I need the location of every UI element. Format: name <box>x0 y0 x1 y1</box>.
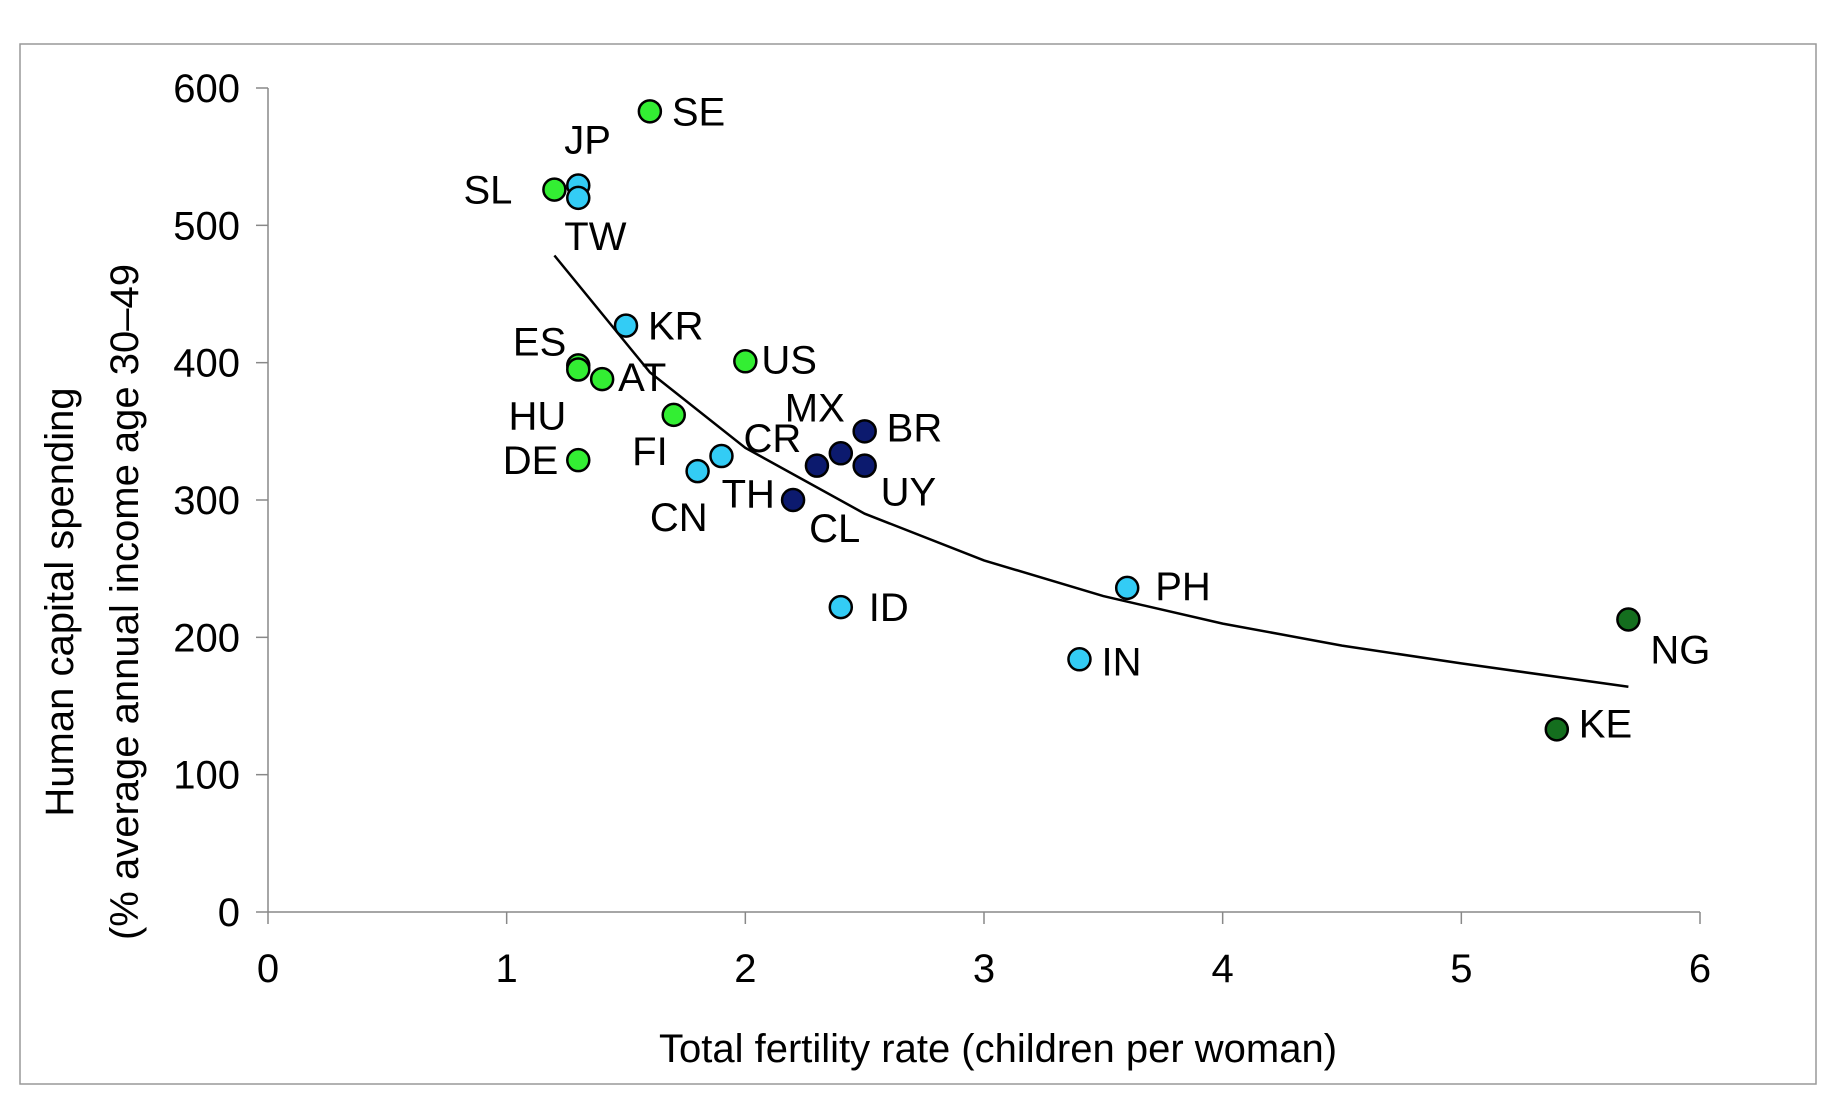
y-axis-title-line1: Human capital spending <box>38 387 82 816</box>
trendline-layer <box>553 254 1629 689</box>
data-point-hu <box>566 357 591 382</box>
x-tick-label: 3 <box>973 947 995 991</box>
point-label-th: TH <box>722 473 775 517</box>
point-label-es: ES <box>513 320 566 364</box>
y-tick-label: 300 <box>173 479 240 523</box>
axes: 0 1 2 3 4 5 6 0 100 200 300 400 500 600 <box>173 67 1711 991</box>
y-axis-title-line2: (% average annual income age 30–49 <box>103 264 147 940</box>
x-axis-title: Total fertility rate (children per woman… <box>659 1027 1337 1071</box>
point-label-ng: NG <box>1650 628 1710 672</box>
point-label-id: ID <box>869 586 909 630</box>
point-label-jp: JP <box>564 119 611 163</box>
data-point-ph <box>1114 575 1140 601</box>
trendline <box>553 254 1629 689</box>
point-label-cl: CL <box>809 507 860 551</box>
x-tick-label: 6 <box>1689 947 1711 991</box>
data-point-uy <box>852 453 877 478</box>
point-label-tw: TW <box>564 215 626 259</box>
point-label-us: US <box>761 338 817 382</box>
point-label-br: BR <box>887 406 943 450</box>
data-points <box>542 99 1641 742</box>
point-label-ph: PH <box>1155 565 1211 609</box>
point-label-se: SE <box>672 90 725 134</box>
data-point-cn <box>685 458 710 484</box>
y-tick-label: 200 <box>173 616 240 660</box>
point-label-fi: FI <box>632 430 668 474</box>
data-point-cl <box>780 487 806 513</box>
point-label-hu: HU <box>508 395 566 439</box>
data-point-ng <box>1616 607 1641 632</box>
data-point-at <box>589 366 615 392</box>
point-label-uy: UY <box>881 471 937 515</box>
data-point-mx <box>828 441 854 466</box>
x-tick-label: 0 <box>257 947 279 991</box>
x-tick-label: 2 <box>734 947 756 991</box>
point-label-kr: KR <box>648 305 704 349</box>
data-point-sl <box>542 177 567 202</box>
data-point-ke <box>1544 717 1570 742</box>
data-point-id <box>828 594 854 620</box>
y-tick-label: 0 <box>218 891 240 935</box>
x-tick-label: 5 <box>1450 947 1472 991</box>
data-point-fi <box>661 402 686 428</box>
point-label-ke: KE <box>1579 702 1632 746</box>
point-label-sl: SL <box>463 169 512 213</box>
x-tick-label: 4 <box>1212 947 1234 991</box>
point-label-cn: CN <box>650 496 708 540</box>
point-label-in: IN <box>1101 640 1141 684</box>
data-point-se <box>637 99 663 124</box>
y-tick-label: 400 <box>173 342 240 386</box>
point-label-cr: CR <box>743 417 801 461</box>
point-label-at: AT <box>618 356 666 400</box>
data-point-cr <box>709 443 734 469</box>
chart-frame <box>19 43 1817 1085</box>
point-label-de: DE <box>503 439 559 483</box>
data-point-us <box>733 349 758 374</box>
data-point-th <box>804 453 830 478</box>
data-point-tw <box>566 185 591 211</box>
y-tick-label: 600 <box>173 67 240 111</box>
y-tick-label: 100 <box>173 754 240 798</box>
y-tick-label: 500 <box>173 204 240 248</box>
data-point-kr <box>613 313 639 338</box>
x-tick-label: 1 <box>496 947 518 991</box>
data-point-in <box>1067 647 1092 672</box>
data-point-de <box>566 447 591 473</box>
point-label-mx: MX <box>785 386 845 430</box>
data-point-br <box>852 419 877 444</box>
